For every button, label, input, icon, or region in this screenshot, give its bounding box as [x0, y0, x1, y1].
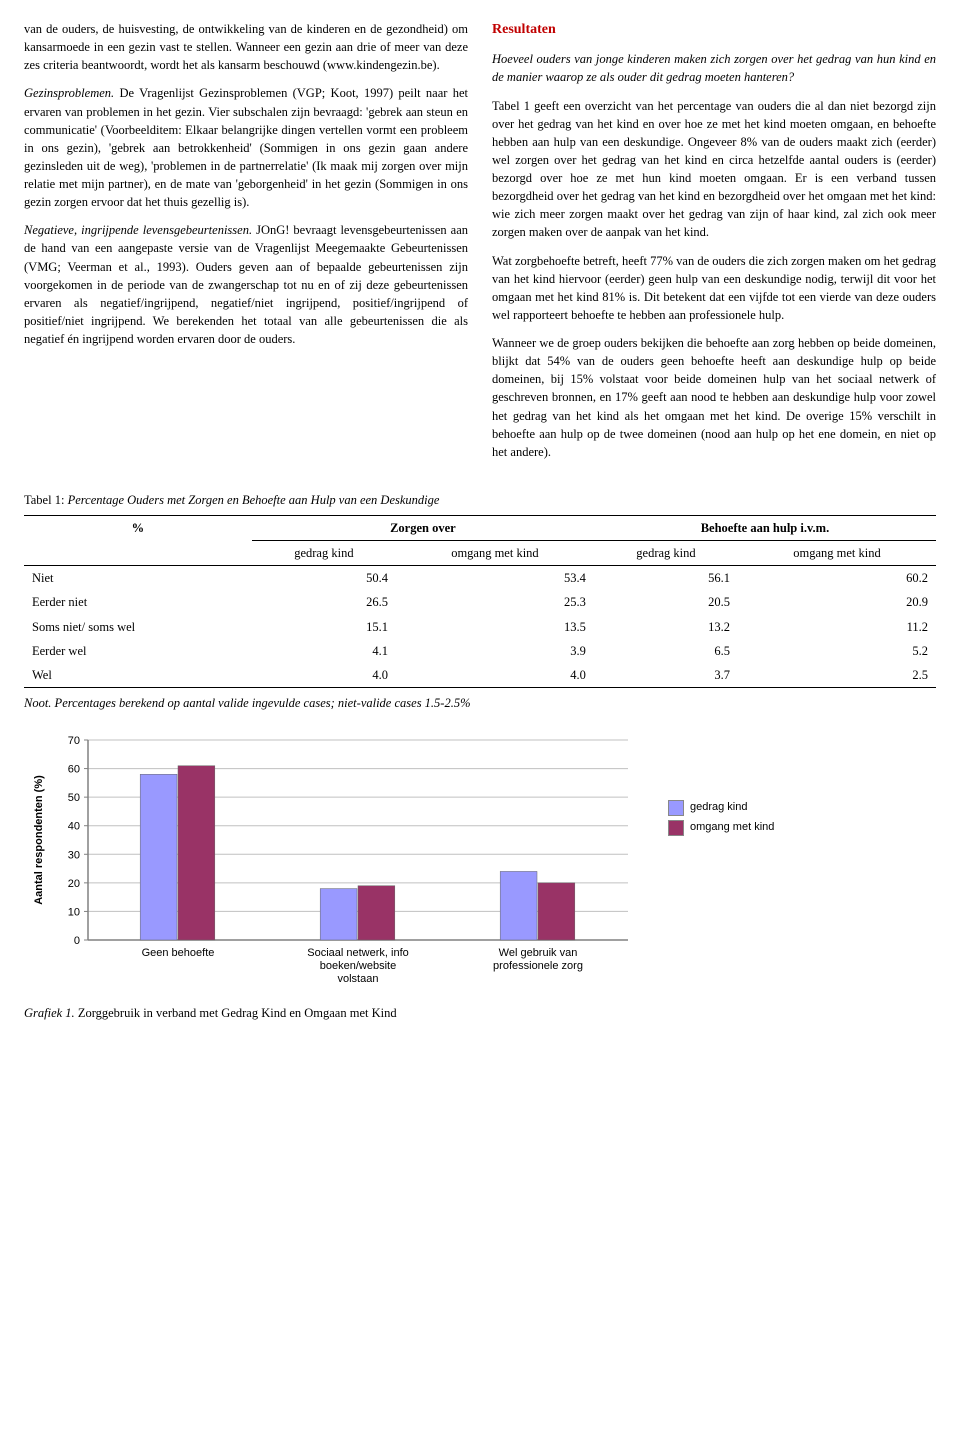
table-1: % Zorgen over Behoefte aan hulp i.v.m. g… [24, 515, 936, 688]
table-cell: 25.3 [396, 590, 594, 614]
left-p3: Negatieve, ingrijpende levensgebeurtenis… [24, 221, 468, 348]
chart-caption-text: Zorggebruik in verband met Gedrag Kind e… [78, 1006, 397, 1020]
left-p3-lead: Negatieve, ingrijpende levensgebeurtenis… [24, 223, 252, 237]
svg-text:40: 40 [68, 821, 80, 833]
table-row-label: Eerder wel [24, 639, 252, 663]
left-p2-body: De Vragenlijst Gezinsproblemen (VGP; Koo… [24, 86, 468, 209]
table-cell: 5.2 [738, 639, 936, 663]
svg-text:0: 0 [74, 935, 80, 947]
left-p2-lead: Gezinsproblemen. [24, 86, 114, 100]
legend-label: gedrag kind [690, 800, 748, 816]
table-row-label: Eerder niet [24, 590, 252, 614]
left-p2: Gezinsproblemen. De Vragenlijst Gezinspr… [24, 84, 468, 211]
table-cell: 4.0 [252, 663, 396, 688]
table-cell: 20.9 [738, 590, 936, 614]
svg-text:Wel gebruik van: Wel gebruik van [499, 947, 578, 959]
chart-caption: Grafiek 1. Zorggebruik in verband met Ge… [24, 1004, 936, 1022]
table-cell: 50.4 [252, 566, 396, 591]
chart-1: 0 10 20 30 40 50 60 70 Aantal respondenten (%) Ge… [24, 730, 644, 990]
table-row-label: Wel [24, 663, 252, 688]
svg-text:Geen behoefte: Geen behoefte [142, 947, 215, 959]
left-column: van de ouders, de huisvesting, de ontwik… [24, 20, 468, 471]
svg-text:10: 10 [68, 906, 80, 918]
legend-swatch [668, 820, 684, 836]
svg-text:50: 50 [68, 792, 80, 804]
svg-text:60: 60 [68, 764, 80, 776]
legend-item: omgang met kind [668, 820, 774, 836]
table-cell: 13.5 [396, 615, 594, 639]
right-p3: Wat zorgbehoefte betreft, heeft 77% van … [492, 252, 936, 325]
svg-text:boeken/website: boeken/website [320, 960, 396, 972]
chart-legend: gedrag kind omgang met kind [668, 800, 774, 840]
svg-text:70: 70 [68, 735, 80, 747]
chart-caption-prefix: Grafiek 1. [24, 1006, 78, 1020]
right-column: Resultaten Hoeveel ouders van jonge kind… [492, 20, 936, 471]
table-group2: Behoefte aan hulp i.v.m. [594, 516, 936, 541]
left-p3-body: JOnG! bevraagt levensgebeurtenissen aan … [24, 223, 468, 346]
right-p2: Tabel 1 geeft een overzicht van het perc… [492, 97, 936, 242]
svg-text:20: 20 [68, 878, 80, 890]
legend-item: gedrag kind [668, 800, 774, 816]
table-cell: 15.1 [252, 615, 396, 639]
table-note: Noot. Percentages berekend op aantal val… [24, 694, 936, 712]
table-col-a1: gedrag kind [252, 541, 396, 566]
table-col-a2: gedrag kind [594, 541, 738, 566]
table-row-label: Niet [24, 566, 252, 591]
table-caption: Tabel 1: Percentage Ouders met Zorgen en… [24, 491, 936, 509]
table-cell: 6.5 [594, 639, 738, 663]
right-p4: Wanneer we de groep ouders bekijken die … [492, 334, 936, 461]
legend-label: omgang met kind [690, 820, 774, 836]
table-cell: 3.9 [396, 639, 594, 663]
table-cell: 60.2 [738, 566, 936, 591]
svg-text:professionele zorg: professionele zorg [493, 960, 583, 972]
table-cell: 2.5 [738, 663, 936, 688]
table-group1: Zorgen over [252, 516, 594, 541]
two-column-body: van de ouders, de huisvesting, de ontwik… [24, 20, 936, 471]
svg-text:Sociaal netwerk, info: Sociaal netwerk, info [307, 947, 409, 959]
table-cell: 53.4 [396, 566, 594, 591]
table-cell: 13.2 [594, 615, 738, 639]
table-cell: 4.0 [396, 663, 594, 688]
svg-text:Aantal respondenten (%): Aantal respondenten (%) [33, 775, 45, 905]
table-col-b2: omgang met kind [738, 541, 936, 566]
legend-swatch [668, 800, 684, 816]
table-pct-hdr: % [24, 516, 252, 541]
svg-text:30: 30 [68, 849, 80, 861]
table-cell: 56.1 [594, 566, 738, 591]
table-caption-text: Percentage Ouders met Zorgen en Behoefte… [68, 493, 440, 507]
table-cell: 11.2 [738, 615, 936, 639]
table-col-b1: omgang met kind [396, 541, 594, 566]
table-cell: 20.5 [594, 590, 738, 614]
table-cell: 26.5 [252, 590, 396, 614]
table-caption-prefix: Tabel 1: [24, 493, 68, 507]
right-p1: Hoeveel ouders van jonge kinderen maken … [492, 50, 936, 86]
chart-1-wrap: 0 10 20 30 40 50 60 70 Aantal respondenten (%) Ge… [24, 730, 936, 990]
svg-text:volstaan: volstaan [338, 973, 379, 985]
table-cell: 4.1 [252, 639, 396, 663]
table-cell: 3.7 [594, 663, 738, 688]
results-heading: Resultaten [492, 20, 936, 40]
left-p1: van de ouders, de huisvesting, de ontwik… [24, 20, 468, 74]
table-row-label: Soms niet/ soms wel [24, 615, 252, 639]
